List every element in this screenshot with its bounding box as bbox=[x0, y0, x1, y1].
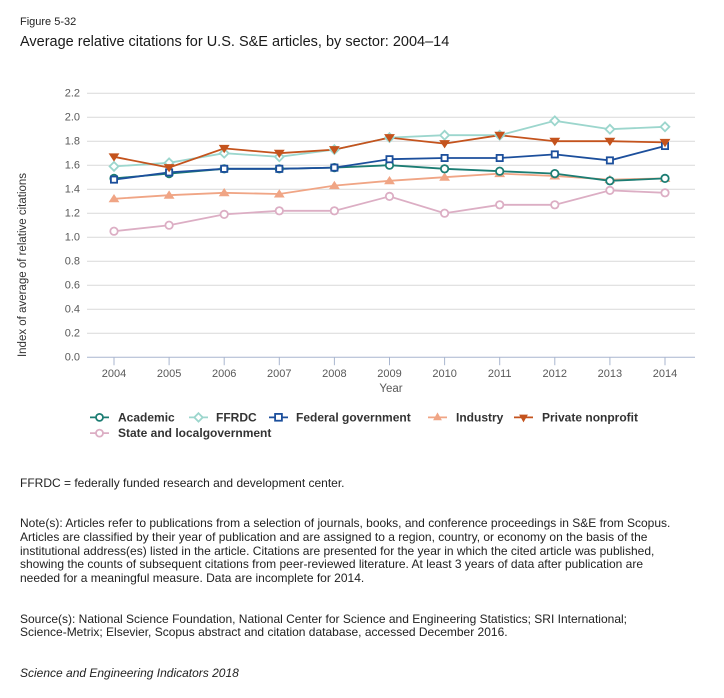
svg-text:State and localgovernment: State and localgovernment bbox=[118, 426, 271, 440]
svg-text:0.2: 0.2 bbox=[65, 328, 80, 340]
svg-text:2010: 2010 bbox=[432, 368, 456, 380]
svg-text:Private nonprofit: Private nonprofit bbox=[542, 410, 638, 424]
svg-text:1.4: 1.4 bbox=[65, 184, 80, 196]
svg-text:0.0: 0.0 bbox=[65, 352, 80, 364]
svg-text:1.2: 1.2 bbox=[65, 208, 80, 220]
svg-text:2004: 2004 bbox=[102, 368, 126, 380]
svg-text:Year: Year bbox=[379, 383, 402, 395]
svg-text:1.0: 1.0 bbox=[65, 232, 80, 244]
svg-text:2011: 2011 bbox=[488, 368, 512, 380]
svg-text:2005: 2005 bbox=[157, 368, 181, 380]
svg-text:2009: 2009 bbox=[377, 368, 401, 380]
svg-text:0.6: 0.6 bbox=[65, 280, 80, 292]
svg-text:2.0: 2.0 bbox=[65, 112, 80, 124]
svg-text:2007: 2007 bbox=[267, 368, 291, 380]
svg-text:2.2: 2.2 bbox=[65, 88, 80, 100]
svg-text:2008: 2008 bbox=[322, 368, 346, 380]
svg-text:Index of average of relative c: Index of average of relative citations bbox=[17, 173, 29, 357]
svg-text:Federal government: Federal government bbox=[296, 410, 411, 424]
svg-text:1.8: 1.8 bbox=[65, 136, 80, 148]
svg-text:2013: 2013 bbox=[598, 368, 622, 380]
svg-text:FFRDC: FFRDC bbox=[216, 410, 257, 424]
svg-text:1.6: 1.6 bbox=[65, 160, 80, 172]
svg-text:0.8: 0.8 bbox=[65, 256, 80, 268]
svg-text:2014: 2014 bbox=[653, 368, 677, 380]
svg-text:2012: 2012 bbox=[543, 368, 567, 380]
svg-text:Academic: Academic bbox=[118, 410, 175, 424]
svg-text:2006: 2006 bbox=[212, 368, 236, 380]
svg-text:Industry: Industry bbox=[456, 410, 504, 424]
svg-text:0.4: 0.4 bbox=[65, 304, 80, 316]
